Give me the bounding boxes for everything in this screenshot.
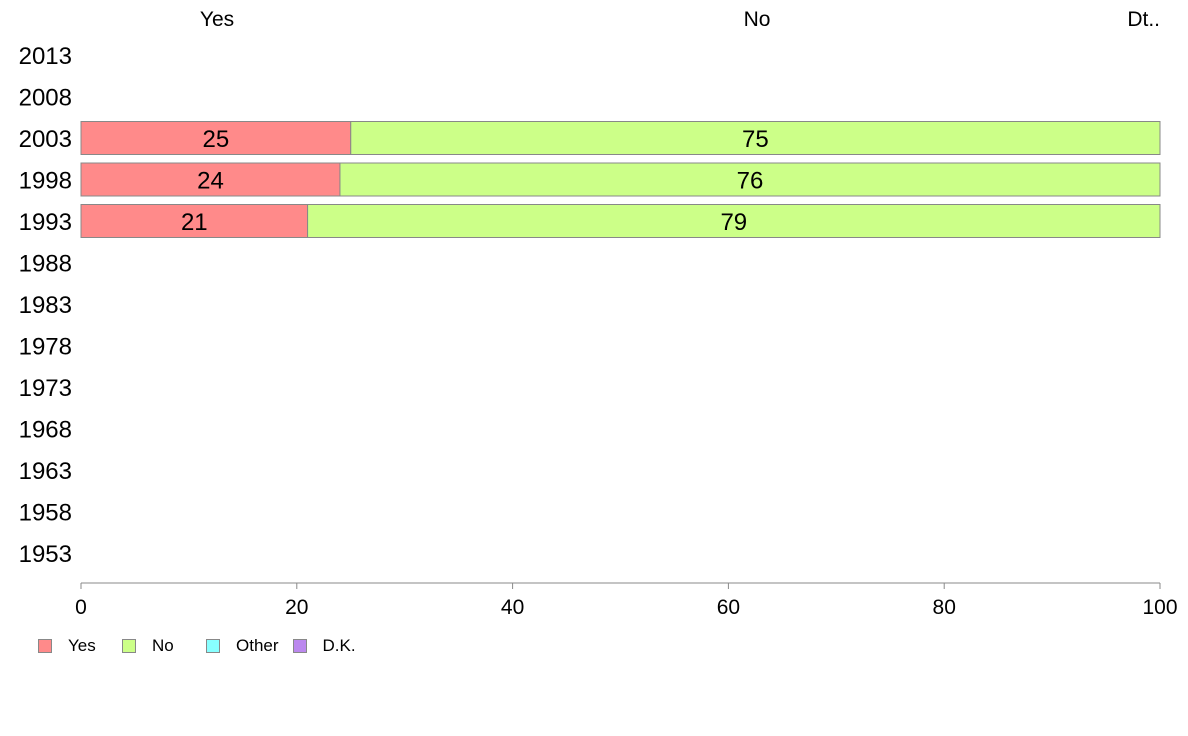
x-tick-label: 0 [75, 596, 87, 619]
category-label: 1963 [19, 458, 72, 485]
category-label: 1978 [19, 334, 72, 361]
legend-item-other: Other [206, 636, 279, 656]
legend-item-yes: Yes [38, 636, 108, 656]
legend-swatch-no [122, 639, 136, 653]
category-label: 2003 [19, 126, 72, 153]
legend-label-yes: Yes [68, 636, 96, 655]
x-tick-label: 20 [285, 596, 308, 619]
bar-segment-yes [80, 121, 352, 155]
bar-value-label: 25 [203, 126, 230, 153]
category-label: 2013 [19, 43, 72, 70]
column-label: Dt.. [1127, 8, 1160, 31]
category-label: 1988 [19, 251, 72, 278]
legend-swatch-yes [38, 639, 52, 653]
category-label: 1953 [19, 541, 72, 568]
bar-value-label: 76 [737, 168, 764, 195]
bar-segment-no [339, 162, 1161, 197]
bar-segment-no [350, 121, 1161, 155]
legend-item-dk: D.K. [292, 636, 363, 656]
bar-value-label: 75 [742, 126, 769, 153]
bar-segment-yes [80, 204, 309, 238]
legend-swatch-dk [292, 639, 307, 653]
x-axis: 0 20 40 60 80 100 [75, 582, 1178, 619]
legend-label-other: Other [236, 636, 279, 655]
category-label: 1983 [19, 292, 72, 319]
bar-value-label: 21 [181, 209, 208, 236]
category-label: 2008 [19, 85, 72, 112]
x-tick-label: 80 [933, 596, 956, 619]
bar-segment-yes [80, 162, 341, 197]
legend-swatch-other [206, 639, 220, 653]
bar-segment-no [307, 204, 1161, 238]
legend: Yes No Other D.K. [38, 636, 377, 656]
x-tick-label: 40 [501, 596, 524, 619]
category-label: 1993 [19, 209, 72, 236]
legend-label-no: No [152, 636, 174, 655]
legend-item-no: No [122, 636, 192, 656]
category-label: 1973 [19, 375, 72, 402]
x-tick-label: 60 [717, 596, 740, 619]
column-label: No [744, 8, 771, 31]
bar-value-label: 24 [197, 168, 224, 195]
column-label: Yes [200, 8, 234, 31]
category-label: 1968 [19, 417, 72, 444]
category-label: 1998 [19, 168, 72, 195]
category-labels: 2013 2008 2003 1998 1993 1988 1983 1978 1973 1968… [19, 43, 72, 568]
column-labels: Yes No Dt.. [200, 8, 1160, 31]
bar-value-label: 79 [720, 209, 747, 236]
legend-label-dk: D.K. [322, 636, 356, 655]
x-tick-label: 100 [1142, 596, 1177, 619]
category-label: 1958 [19, 500, 72, 527]
bars: 25 75 24 76 21 79 [80, 121, 1161, 238]
